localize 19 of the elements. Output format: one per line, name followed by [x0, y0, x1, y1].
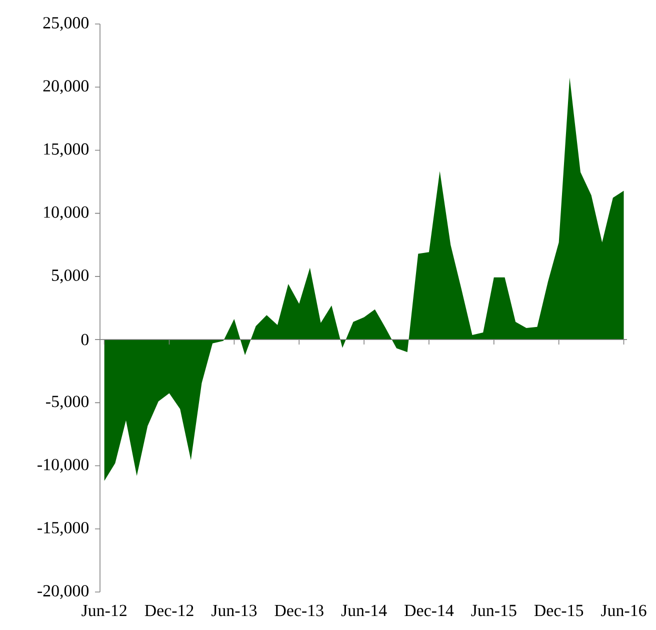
y-tick-label: 5,000 — [52, 270, 89, 284]
x-tick-label: Dec-15 — [534, 604, 584, 616]
x-tick-label: Dec-12 — [144, 604, 194, 616]
y-tick-label: -15,000 — [38, 522, 89, 536]
x-tick-label: Jun-12 — [82, 604, 126, 616]
y-tick-label: 0 — [81, 334, 89, 346]
x-tick-label: Dec-14 — [404, 604, 454, 616]
y-tick-label: -5,000 — [46, 396, 89, 410]
y-tick-label: 15,000 — [44, 143, 89, 158]
y-tick-label: 10,000 — [44, 206, 89, 220]
x-tick-label: Jun-15 — [471, 604, 516, 616]
y-tick-label: 20,000 — [43, 80, 89, 94]
x-tick-label: Jun-14 — [341, 604, 387, 616]
x-tick-label: Dec-13 — [274, 604, 324, 616]
y-tick-label: -10,000 — [38, 458, 89, 473]
y-tick-label: -20,000 — [38, 585, 89, 599]
x-tick-label: Jun-16 — [601, 604, 646, 616]
y-tick-label: 25,000 — [43, 17, 89, 31]
x-tick-label: Jun-13 — [211, 604, 257, 616]
